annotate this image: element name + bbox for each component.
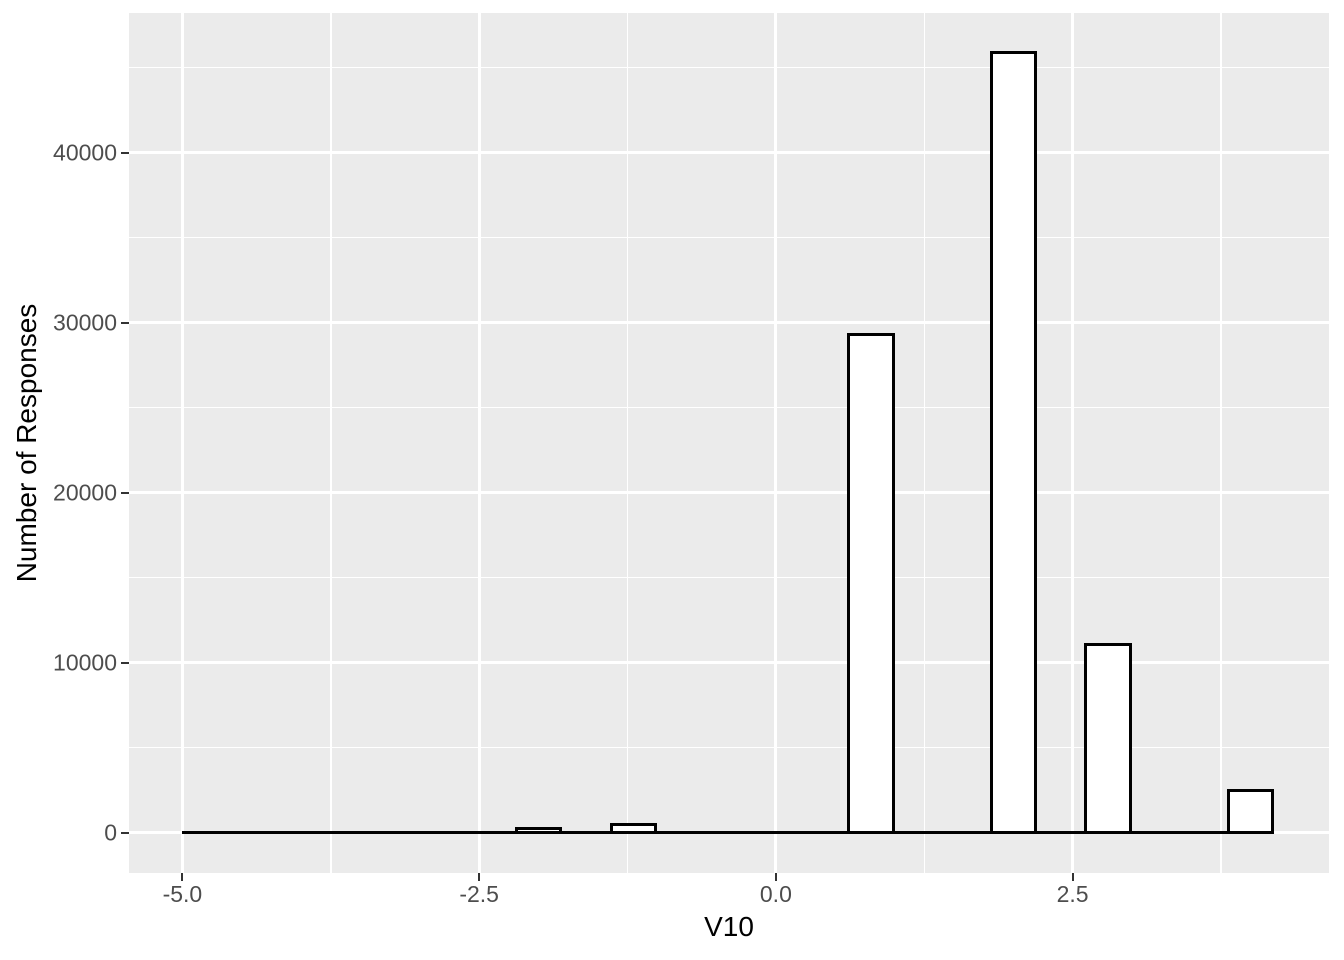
- y-tick-label: 0: [104, 819, 117, 846]
- y-major-gridline: [129, 151, 1329, 155]
- x-major-gridline: [774, 13, 778, 873]
- y-tick-label: 40000: [53, 139, 117, 166]
- y-major-gridline: [129, 321, 1329, 325]
- y-minor-gridline: [129, 576, 1329, 579]
- x-minor-gridline: [626, 13, 629, 873]
- x-tick-label: -2.5: [459, 881, 499, 907]
- y-tick-mark: [121, 491, 129, 494]
- histogram-bar: [514, 826, 563, 835]
- y-tick-mark: [121, 151, 129, 154]
- histogram-bar: [609, 822, 658, 835]
- x-tick-mark: [478, 873, 481, 881]
- x-major-gridline: [1071, 13, 1075, 873]
- x-minor-gridline: [330, 13, 332, 873]
- histogram-bar: [989, 50, 1037, 835]
- y-minor-gridline: [129, 406, 1329, 409]
- x-tick-mark: [181, 873, 184, 881]
- y-tick-mark: [121, 831, 129, 834]
- histogram-bar: [847, 333, 895, 835]
- y-major-gridline: [129, 491, 1329, 495]
- histogram-zero-line: [182, 831, 1275, 835]
- y-tick-label: 20000: [53, 479, 117, 506]
- y-tick-label: 30000: [53, 309, 117, 336]
- y-minor-gridline: [129, 66, 1329, 69]
- histogram-bar: [1084, 642, 1132, 835]
- histogram-bar: [1226, 788, 1275, 835]
- x-tick-mark: [774, 873, 777, 881]
- x-major-gridline: [477, 13, 481, 873]
- x-tick-label: 0.0: [759, 881, 792, 907]
- y-tick-mark: [121, 321, 129, 324]
- x-tick-label: 2.5: [1056, 881, 1089, 907]
- y-minor-gridline: [129, 236, 1329, 239]
- x-tick-mark: [1071, 873, 1074, 881]
- x-minor-gridline: [1220, 13, 1222, 873]
- x-minor-gridline: [923, 13, 925, 873]
- x-tick-label: -5.0: [162, 881, 203, 907]
- plot-panel: [129, 13, 1329, 873]
- y-minor-gridline: [129, 746, 1329, 749]
- y-major-gridline: [129, 661, 1329, 665]
- y-tick-label: 10000: [53, 649, 117, 676]
- y-tick-mark: [121, 661, 129, 664]
- x-axis-title: V10: [704, 911, 754, 942]
- y-axis-title: Number of Responses: [11, 303, 42, 583]
- x-major-gridline: [180, 13, 184, 873]
